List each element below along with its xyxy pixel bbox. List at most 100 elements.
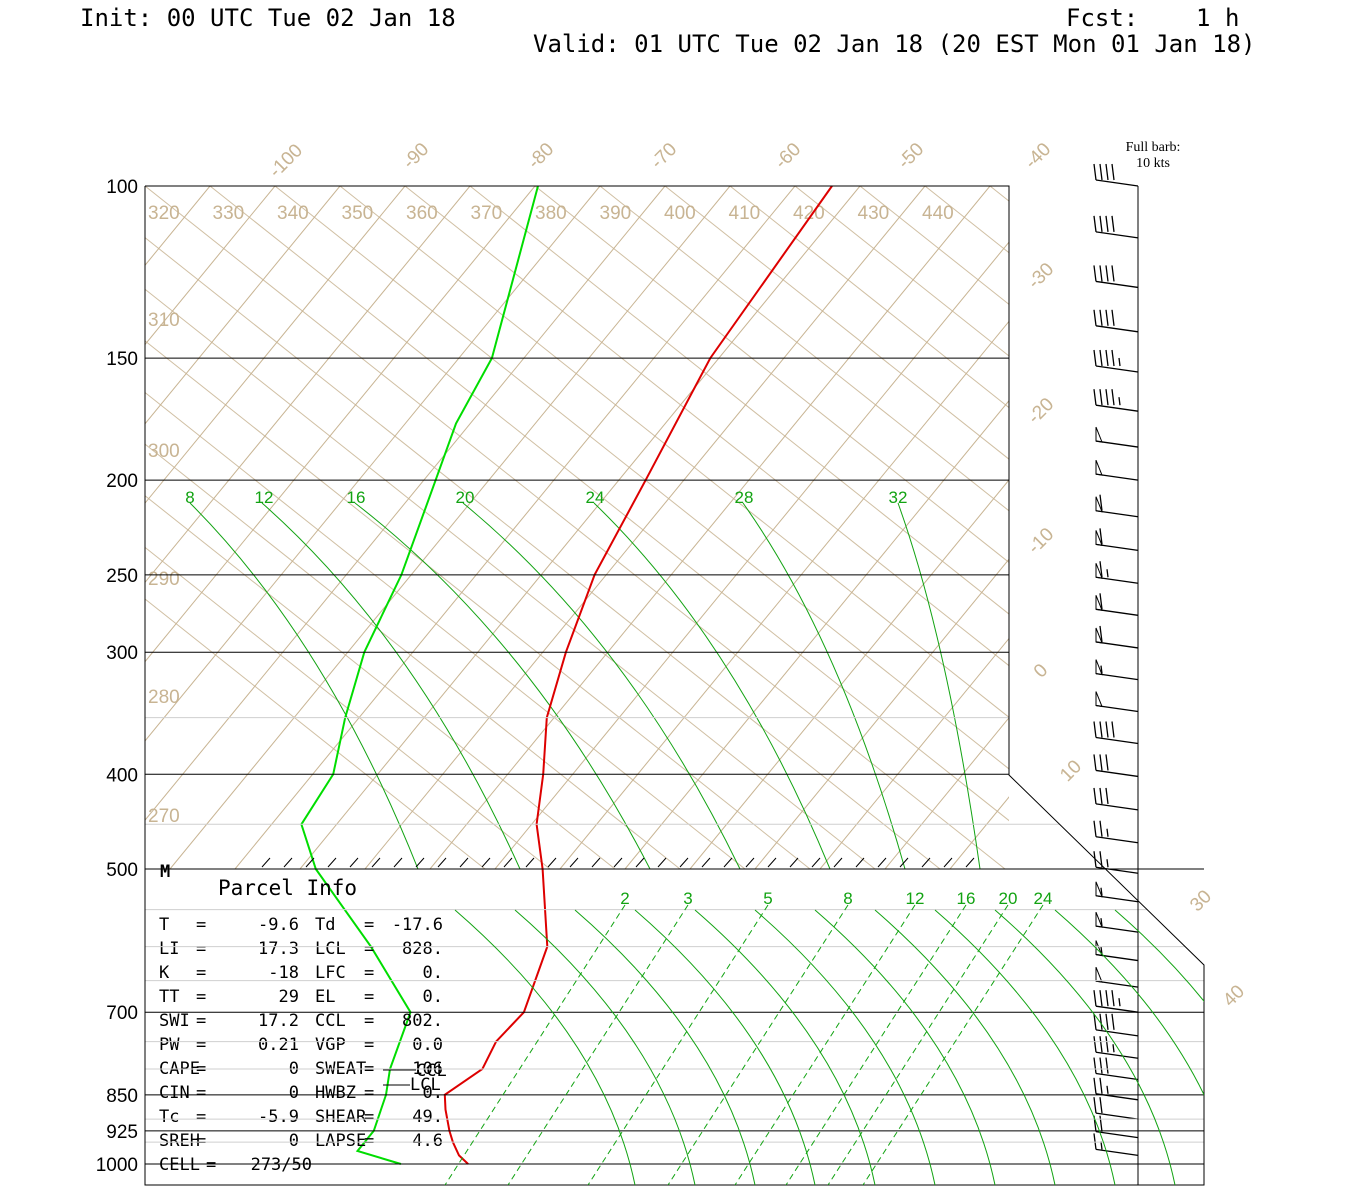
mixing-ratio-curve [462,502,741,869]
theta-line [404,186,1009,667]
parcel-eq: = [364,915,374,935]
theta-line [145,340,811,869]
parcel-label: Tc [159,1107,179,1127]
theta-line [534,186,1009,564]
theta-label-left: 290 [148,569,180,590]
mixing-ratio-label: 28 [735,488,754,507]
theta-label: 350 [342,203,374,224]
barb-shaft [1095,895,1139,903]
parcel-title: Parcel Info [218,876,357,900]
barb-full [1093,1133,1097,1150]
parcel-label: CCL [315,1011,346,1031]
barb-shaft [1095,672,1139,681]
parcel-eq: = [364,963,374,983]
barb-full [1099,787,1103,804]
parcel-row: CELL = 273/50 [159,1155,312,1175]
theta-label: 420 [793,203,825,224]
moist-adiabat [1114,909,1204,1003]
moist-adiabat [814,909,996,1185]
hatch-mark [569,857,579,868]
isotherm-line [624,399,1009,869]
pressure-tick-label: 400 [106,765,138,786]
isotherm-line [145,186,276,346]
parcel-eq: = [196,1083,206,1103]
m-marker: M [160,862,170,882]
mixing-ratio-curve [593,502,831,869]
theta-label: 440 [922,203,954,224]
mixing-ratio-line [862,904,1044,1185]
wind-barb [1095,911,1139,933]
barb-full [1111,349,1115,367]
isotherm-line [1275,186,1350,869]
parcel-label: VGP [315,1035,346,1055]
parcel-eq: = [196,1107,206,1127]
theta-label: 360 [406,203,438,224]
barb-shaft [1095,510,1139,518]
barb-full [1093,389,1097,406]
barb-shaft [1095,231,1139,239]
mixing-ratio-line [667,904,849,1185]
theta-line [145,495,616,869]
barb-full [1099,309,1103,326]
barb-half [1106,1085,1109,1094]
parcel-label: LAPSE [315,1131,366,1151]
barb-full [1093,1077,1097,1094]
barb-legend-line2: 10 kts [1136,156,1170,171]
theta-label: 340 [277,203,309,224]
parcel-eq: = [196,963,206,983]
hatch-mark [349,857,359,868]
barb-full [1099,1115,1103,1132]
theta-line [145,546,551,869]
barb-half [1118,998,1121,1007]
parcel-row: Tc = -5.9 SHEAR= 49. [159,1107,443,1127]
barb-shaft [1095,866,1139,874]
barb-full [1111,389,1115,406]
wind-barb [1095,459,1139,481]
parcel-label: LI [159,939,179,959]
barb-half [1106,859,1109,868]
hatch-mark [811,857,821,868]
theta-label: 410 [729,203,761,224]
barb-shaft [1095,1051,1139,1059]
hatch-mark [701,857,711,868]
barb-full [1099,820,1103,837]
barb-full [1093,721,1097,738]
wind-barb [1095,561,1139,584]
parcel-eq: = [364,1011,374,1031]
hatch-mark [393,857,403,868]
temperature-line [443,185,833,1165]
parcel-eq: = [196,1035,206,1055]
hatch-mark [943,857,953,868]
barb-full [1111,721,1115,738]
barb-shaft [1095,179,1139,187]
hatch-mark [371,857,381,868]
pressure-tick-label: 250 [106,566,138,587]
parcel-value: 828. [402,939,443,959]
barb-full [1105,215,1109,232]
hatch-mark [525,857,535,868]
moist-adiabat [454,909,636,1185]
barb-full [1099,593,1103,610]
parcel-value: 0. [423,963,443,983]
moist-adiabat [934,909,1116,1185]
isotherm-line [0,186,80,869]
wind-barb [1095,659,1139,681]
mixing-ratio-line [444,904,626,1185]
barb-full [1099,1097,1103,1114]
mixing-ratio-curve [354,502,651,869]
hatch-mark [261,857,271,868]
barb-half [1100,918,1103,927]
parcel-eq: = [364,1131,374,1151]
wind-barb [1095,940,1139,962]
mixing-ratio-label: 12 [255,488,274,507]
parcel-value: 29 [279,987,299,1007]
barb-full [1105,349,1109,367]
hatch-mark [657,857,667,868]
isotherm-line [145,186,471,584]
isotherm-label: 30 [1186,886,1216,916]
wind-barbs [1093,163,1139,1157]
barb-full [1093,754,1097,771]
barb-full [1111,163,1115,181]
wind-barb [1093,990,1139,1013]
